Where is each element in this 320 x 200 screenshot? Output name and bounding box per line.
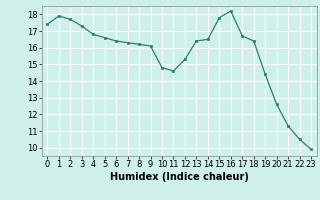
X-axis label: Humidex (Indice chaleur): Humidex (Indice chaleur)	[110, 172, 249, 182]
